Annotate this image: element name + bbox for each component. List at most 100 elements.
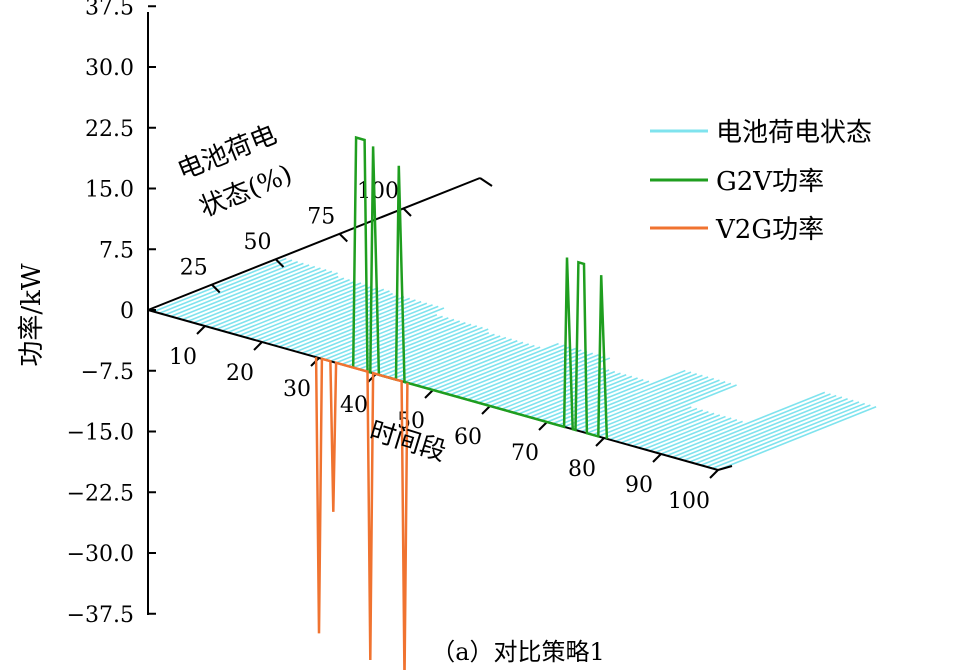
soc-line <box>330 315 443 362</box>
y-tick-label: −7.5 <box>81 360 134 385</box>
soc-line <box>558 371 692 426</box>
soc-line <box>455 347 576 398</box>
soc-line <box>227 280 356 334</box>
soc-axis-cap <box>479 177 493 187</box>
soc-line <box>233 282 362 335</box>
soc-line <box>432 346 541 391</box>
time-tick-label: 10 <box>169 345 197 370</box>
soc-line <box>649 417 732 452</box>
soc-line <box>580 377 715 433</box>
soc-line <box>199 270 333 326</box>
soc-line <box>187 267 321 322</box>
soc-line <box>660 420 743 455</box>
time-tick-mark <box>253 341 263 351</box>
soc-line <box>244 285 373 338</box>
soc-line <box>643 415 726 450</box>
soc-line <box>472 352 594 402</box>
soc-line <box>364 325 478 372</box>
soc-line <box>221 279 350 332</box>
y-axis-label: 功率/kW <box>17 263 47 367</box>
soc-line <box>444 344 565 394</box>
soc-line <box>666 391 826 457</box>
soc-line <box>404 338 512 383</box>
soc-line <box>341 318 455 366</box>
soc-line <box>324 313 438 361</box>
soc-line <box>461 349 582 399</box>
soc-line <box>717 406 877 471</box>
soc-line <box>712 404 871 470</box>
soc-line <box>478 354 599 404</box>
soc-line <box>632 412 715 447</box>
time-tick-mark <box>196 325 206 335</box>
soc-line <box>170 262 304 318</box>
legend-v2g-label: V2G功率 <box>715 215 824 245</box>
y-tick-label: −37.5 <box>67 603 134 628</box>
soc-line <box>181 265 316 321</box>
soc-line <box>620 409 703 444</box>
soc-line <box>392 335 501 380</box>
soc-line <box>518 372 621 415</box>
time-tick-label: 40 <box>340 393 368 418</box>
soc-line <box>398 336 507 382</box>
soc-line <box>484 355 605 406</box>
soc-tick-mark <box>402 207 412 217</box>
soc-line <box>370 326 483 374</box>
soc-line <box>284 297 411 350</box>
y-tick-label: 30.0 <box>85 56 134 81</box>
soc-line <box>256 288 385 342</box>
time-tick-label: 80 <box>568 457 596 482</box>
time-tick-mark <box>538 421 548 431</box>
time-tick-mark <box>652 453 662 463</box>
soc-line <box>193 269 327 324</box>
time-tick-label: 30 <box>283 377 311 402</box>
time-tick-label: 60 <box>454 425 482 450</box>
soc-line <box>352 321 466 369</box>
soc-line <box>153 257 287 313</box>
soc-tick-label: 50 <box>244 230 272 255</box>
soc-line <box>615 407 698 442</box>
soc-line <box>700 401 860 466</box>
soc-line <box>301 302 428 354</box>
power-lines <box>314 135 609 670</box>
soc-line <box>261 290 390 343</box>
soc-line <box>706 402 865 468</box>
time-tick-mark <box>424 389 434 399</box>
legend-g2v-label: G2V功率 <box>716 167 824 197</box>
soc-line <box>489 357 611 407</box>
soc-line <box>592 381 726 436</box>
soc-line <box>204 272 338 327</box>
soc-line <box>250 287 379 340</box>
soc-line <box>466 350 588 401</box>
y-tick-label: 22.5 <box>85 117 134 142</box>
soc-tick-label: 100 <box>357 179 399 204</box>
y-tick-label: 15.0 <box>85 178 134 203</box>
time-tick-label: 90 <box>625 473 653 498</box>
soc-ticks: 25 50 75 100 <box>180 179 412 294</box>
figure-caption: （a）对比策略1 <box>431 638 605 666</box>
y-tick-label: −30.0 <box>67 542 134 567</box>
time-tick-mark <box>481 405 491 415</box>
y-ticks: 37.5 30.0 22.5 15.0 7.5 0 −7.5 −15.0 −22.5 −30.0 −… <box>67 0 156 628</box>
soc-tick-label: 75 <box>307 205 335 230</box>
soc-line <box>683 396 843 462</box>
soc-line <box>689 398 848 463</box>
soc-axis-line <box>147 177 481 311</box>
time-tick-mark <box>709 469 719 479</box>
soc-line <box>375 328 489 375</box>
soc-line <box>501 367 604 410</box>
soc-line <box>210 275 339 329</box>
soc-line <box>278 296 405 348</box>
soc-line <box>159 259 293 314</box>
soc-line <box>569 374 703 430</box>
y-tick-label: −15.0 <box>67 421 134 446</box>
v2g-series-line <box>314 357 409 670</box>
soc-line <box>637 414 721 449</box>
soc-surface <box>153 257 877 471</box>
soc-line <box>415 341 524 386</box>
time-tick-label: 70 <box>511 441 539 466</box>
soc-line <box>427 344 535 390</box>
time-tick-label: 100 <box>668 489 710 514</box>
soc-line <box>541 378 644 422</box>
soc-line <box>609 406 692 441</box>
y-tick-label: 37.5 <box>85 0 134 20</box>
